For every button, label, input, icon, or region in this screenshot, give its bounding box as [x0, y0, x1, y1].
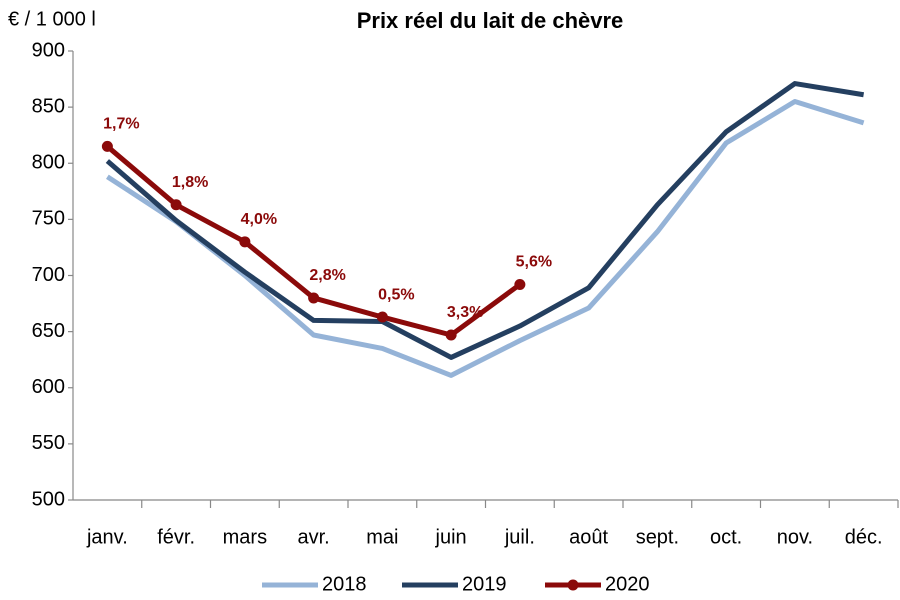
x-tick-label: avr. [298, 526, 330, 548]
point-label: 3,3% [447, 304, 483, 321]
point-label: 0,5% [378, 286, 414, 303]
point [514, 278, 526, 290]
point [101, 140, 113, 152]
point-label: 5,6% [516, 254, 552, 271]
y-tick-label: 800 [32, 152, 65, 174]
legend-marker [567, 579, 579, 591]
series-line [105, 81, 865, 360]
x-tick-label: mars [223, 526, 267, 548]
legend-label: 2019 [462, 573, 507, 595]
point [445, 329, 457, 341]
chart-title: Prix réel du lait de chèvre [357, 8, 624, 33]
y-tick-label: 550 [32, 432, 65, 454]
legend-label: 2018 [322, 573, 367, 595]
x-tick-label: janv. [86, 526, 128, 548]
x-tick-label: juin [435, 526, 467, 548]
x-tick-label: nov. [777, 526, 813, 548]
x-tick-label: déc. [845, 526, 883, 548]
point-label: 1,7% [103, 116, 139, 133]
x-tick-label: oct. [710, 526, 742, 548]
point-label: 4,0% [241, 211, 277, 228]
y-tick-label: 700 [32, 264, 65, 286]
x-tick-label: mai [366, 526, 398, 548]
y-tick-label: 900 [32, 39, 65, 61]
y-tick-label: 500 [32, 488, 65, 510]
y-tick-label: 600 [32, 376, 65, 398]
legend-label: 2020 [605, 573, 650, 595]
series-line [106, 99, 865, 378]
point-label: 2,8% [309, 267, 345, 284]
x-tick-label: août [569, 526, 608, 548]
x-tick-label: juil. [504, 526, 535, 548]
y-tick-label: 850 [32, 95, 65, 117]
y-tick-label: 750 [32, 208, 65, 230]
x-tick-label: sept. [636, 526, 679, 548]
y-tick-label: 650 [32, 320, 65, 342]
point [239, 236, 251, 248]
y-axis-label: € / 1 000 l [8, 8, 96, 30]
point-label: 1,8% [172, 174, 208, 191]
point [376, 311, 388, 323]
point [170, 199, 182, 211]
x-tick-label: févr. [157, 526, 195, 548]
point [308, 292, 320, 304]
